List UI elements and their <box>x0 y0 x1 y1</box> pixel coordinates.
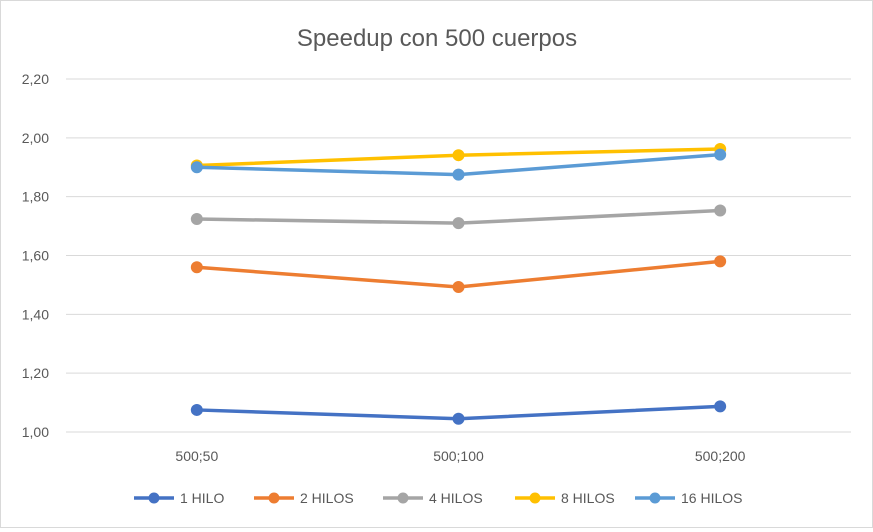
x-tick-label: 500;50 <box>175 448 218 464</box>
x-tick-label: 500;100 <box>433 448 484 464</box>
legend-item: 1 HILO <box>134 490 224 506</box>
legend-swatch-marker <box>268 492 280 504</box>
series-3 <box>190 143 727 172</box>
y-tick-label: 1,80 <box>22 189 49 205</box>
legend-item: 4 HILOS <box>383 490 483 506</box>
y-tick-label: 1,40 <box>22 306 49 322</box>
y-tick-label: 2,20 <box>22 71 49 87</box>
gridlines <box>66 78 851 433</box>
y-tick-label: 1,20 <box>22 365 49 381</box>
legend-swatch-marker <box>649 492 661 504</box>
data-point <box>452 412 465 425</box>
chart-title: Speedup con 500 cuerpos <box>297 25 577 52</box>
legend-swatch-marker <box>148 492 160 504</box>
data-point <box>190 403 203 416</box>
legend-item: 16 HILOS <box>635 490 742 506</box>
data-point <box>190 161 203 174</box>
legend-item: 8 HILOS <box>515 490 615 506</box>
legend-item: 2 HILOS <box>254 490 354 506</box>
series-4 <box>190 148 727 181</box>
legend-swatch-marker <box>529 492 541 504</box>
data-point <box>190 213 203 226</box>
legend: 1 HILO 2 HILOS 4 HILOS 8 HILOS 16 HILOS <box>134 490 742 506</box>
x-axis-tick-labels: 500;50 500;100 500;200 <box>175 448 745 464</box>
series-1 <box>190 255 727 293</box>
data-point <box>714 204 727 217</box>
legend-label: 8 HILOS <box>561 490 615 506</box>
y-tick-label: 1,60 <box>22 248 49 264</box>
y-tick-label: 1,00 <box>22 424 49 440</box>
data-point <box>714 400 727 413</box>
legend-label: 2 HILOS <box>300 490 354 506</box>
legend-swatch-marker <box>397 492 409 504</box>
data-point <box>452 168 465 181</box>
x-tick-label: 500;200 <box>695 448 746 464</box>
legend-label: 1 HILO <box>180 490 224 506</box>
series-lines <box>190 143 727 425</box>
data-point <box>714 148 727 161</box>
data-point <box>714 255 727 268</box>
series-2 <box>190 204 727 230</box>
data-point <box>452 149 465 162</box>
data-point <box>452 280 465 293</box>
y-axis-tick-labels: 1,00 1,20 1,40 1,60 1,80 2,00 2,20 <box>22 71 49 440</box>
legend-label: 16 HILOS <box>681 490 742 506</box>
data-point <box>452 217 465 230</box>
data-point <box>190 261 203 274</box>
legend-label: 4 HILOS <box>429 490 483 506</box>
y-tick-label: 2,00 <box>22 130 49 146</box>
series-0 <box>190 400 727 425</box>
